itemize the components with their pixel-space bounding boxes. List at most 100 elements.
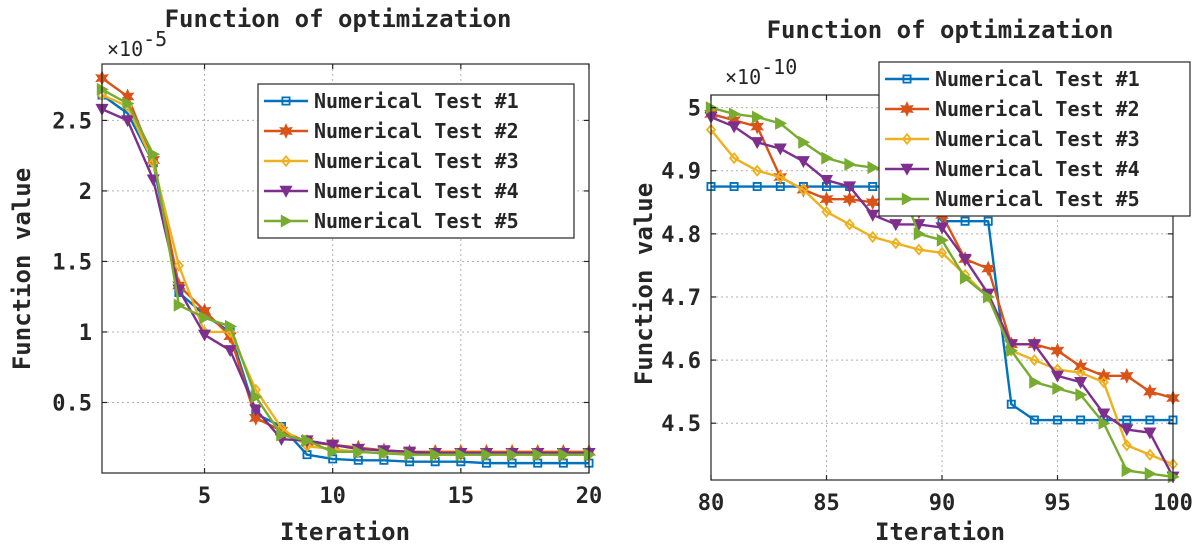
chart-right-y-axis-label: Function value	[630, 183, 658, 385]
chart-right-data-point	[729, 182, 739, 192]
chart-right-legend-item-numerical-test-3: Numerical Test #3	[885, 127, 1140, 151]
chart-left-y-exponent-power: -5	[143, 27, 167, 51]
chart-left-data-point	[148, 156, 159, 169]
chart-right-data-point	[1050, 342, 1065, 359]
chart-right-data-point	[775, 116, 788, 130]
chart-right-data-point	[1119, 367, 1134, 384]
chart-right-data-point	[1006, 344, 1019, 358]
chart-left-y-tick-label: 1	[79, 321, 92, 346]
chart-left-data-point	[326, 439, 340, 452]
chart-left-data-point	[328, 454, 338, 464]
chart-right-data-point	[1098, 376, 1109, 389]
chart-right-data-point	[865, 194, 880, 211]
chart-left-ticks: 5 10 15 20 0.5 1 1.5 2 2.5	[52, 64, 602, 509]
chart-right-data-point	[750, 118, 765, 135]
chart-left-axes-box	[101, 63, 590, 474]
chart-left-data-point	[455, 448, 468, 462]
chart-right-x-axis-label: Iteration	[875, 518, 1005, 546]
chart-right-data-point	[1097, 408, 1111, 421]
chart-left-y-tick-label: 2.5	[52, 109, 92, 134]
chart-left-data-point	[507, 458, 517, 468]
chart-right-data-point	[1168, 415, 1178, 425]
chart-right-x-tick-label: 90	[929, 491, 956, 516]
chart-right-data-point	[1143, 427, 1157, 440]
chart-left-data-point	[197, 329, 212, 342]
chart-left-data-point	[223, 345, 237, 358]
chart-right-data-point	[983, 216, 993, 226]
chart-right-x-tick-label: 80	[698, 491, 725, 516]
chart-right-legend-item-numerical-test-5: Numerical Test #5	[885, 187, 1140, 211]
chart-right-series-numerical-test-3	[705, 123, 1179, 471]
chart-right-data-point	[819, 175, 834, 187]
chart-right-data-point	[981, 260, 996, 277]
chart-left: Function of optimization ×10-5 5 10 15 20 0.…	[8, 5, 602, 546]
chart-left-y-tick-label: 2	[79, 180, 92, 205]
chart-right-legend-item-numerical-test-1: Numerical Test #1	[885, 67, 1140, 91]
chart-left-legend: Numerical Test #1 Numerical Test #2 Numeri…	[257, 83, 575, 239]
chart-right-data-point	[1050, 370, 1065, 383]
chart-left-legend-item-numerical-test-2: Numerical Test #2	[264, 119, 519, 143]
chart-right-data-point	[843, 181, 857, 194]
chart-right-data-point	[752, 182, 762, 192]
chart-left-data-point	[353, 455, 363, 465]
chart-right-y-tick-label: 4.9	[661, 160, 701, 185]
chart-left-legend-label: Numerical Test #4	[314, 179, 519, 203]
chart-right-data-point	[890, 237, 901, 250]
chart-left-legend-item-numerical-test-5: Numerical Test #5	[264, 209, 519, 233]
chart-left-data-point	[481, 448, 494, 462]
chart-right-data-point	[1053, 415, 1062, 425]
chart-left-data-point	[250, 390, 263, 404]
chart-right-legend-label: Numerical Test #3	[935, 127, 1140, 151]
chart-left-data-point	[481, 458, 491, 468]
chart-right-data-point	[913, 243, 925, 256]
chart-left-data-point	[558, 458, 568, 468]
chart-left-legend-marker	[280, 154, 292, 168]
chart-right-data-point	[844, 157, 857, 171]
chart-right-legend: Numerical Test #1 Numerical Test #2 Numeri…	[878, 61, 1191, 217]
chart-left-data-point	[302, 450, 312, 460]
chart-right-data-point	[868, 182, 878, 192]
chart-left-data-point	[533, 458, 543, 468]
chart-right-series-numerical-test-5	[705, 101, 1180, 484]
chart-left-data-point	[558, 448, 571, 462]
chart-right-y-tick-label: 4.8	[661, 223, 701, 248]
chart-right-data-point	[935, 222, 949, 235]
chart-right-data-point	[1121, 464, 1134, 478]
chart-left-data-point	[224, 319, 237, 333]
chart-left-data-point	[404, 448, 417, 462]
chart-right-x-tick-label: 100	[1153, 491, 1193, 516]
chart-right-data-point	[750, 137, 764, 150]
chart-right-data-point	[1074, 376, 1088, 389]
chart-left-data-point	[121, 115, 135, 128]
chart-left-data-point	[353, 445, 366, 459]
chart-left-data-point	[122, 96, 135, 111]
chart-left-legend-marker	[279, 185, 293, 198]
chart-left-data-point	[430, 448, 442, 462]
chart-right-ticks: 80 85 90 95 100 4.5 4.6 4.7 4.8 4.9 5	[661, 95, 1193, 516]
chart-right-data-point	[959, 271, 972, 285]
chart-right-data-point	[819, 191, 834, 208]
chart-left-legend-marker	[281, 96, 291, 106]
chart-left-legend-item-numerical-test-4: Numerical Test #4	[264, 179, 519, 203]
chart-left-data-point	[378, 446, 391, 460]
chart-right-y-exponent-base: ×10	[725, 65, 761, 89]
chart-right-data-point	[775, 170, 786, 184]
chart-right-data-point	[1027, 339, 1041, 352]
chart-right-y-tick-label: 4.6	[661, 349, 701, 374]
chart-right-data-point	[727, 121, 741, 134]
chart-right-data-point	[1006, 399, 1016, 409]
chart-left-data-point	[276, 428, 289, 442]
chart-right-data-point	[706, 182, 716, 192]
chart-right-y-exponent: ×10-10	[725, 55, 797, 89]
chart-right-data-point	[1075, 388, 1088, 402]
chart-right-data-point	[1052, 381, 1065, 396]
chart-right-data-point	[1145, 415, 1155, 425]
chart-right-data-point	[775, 182, 785, 192]
chart-left-data-point	[173, 298, 186, 312]
chart-right-data-point	[1029, 415, 1039, 425]
chart-left-data-point	[506, 448, 519, 462]
chart-left-legend-label: Numerical Test #5	[314, 209, 519, 233]
chart-right-data-point	[866, 209, 880, 222]
chart-right-x-tick-label: 85	[813, 491, 840, 516]
